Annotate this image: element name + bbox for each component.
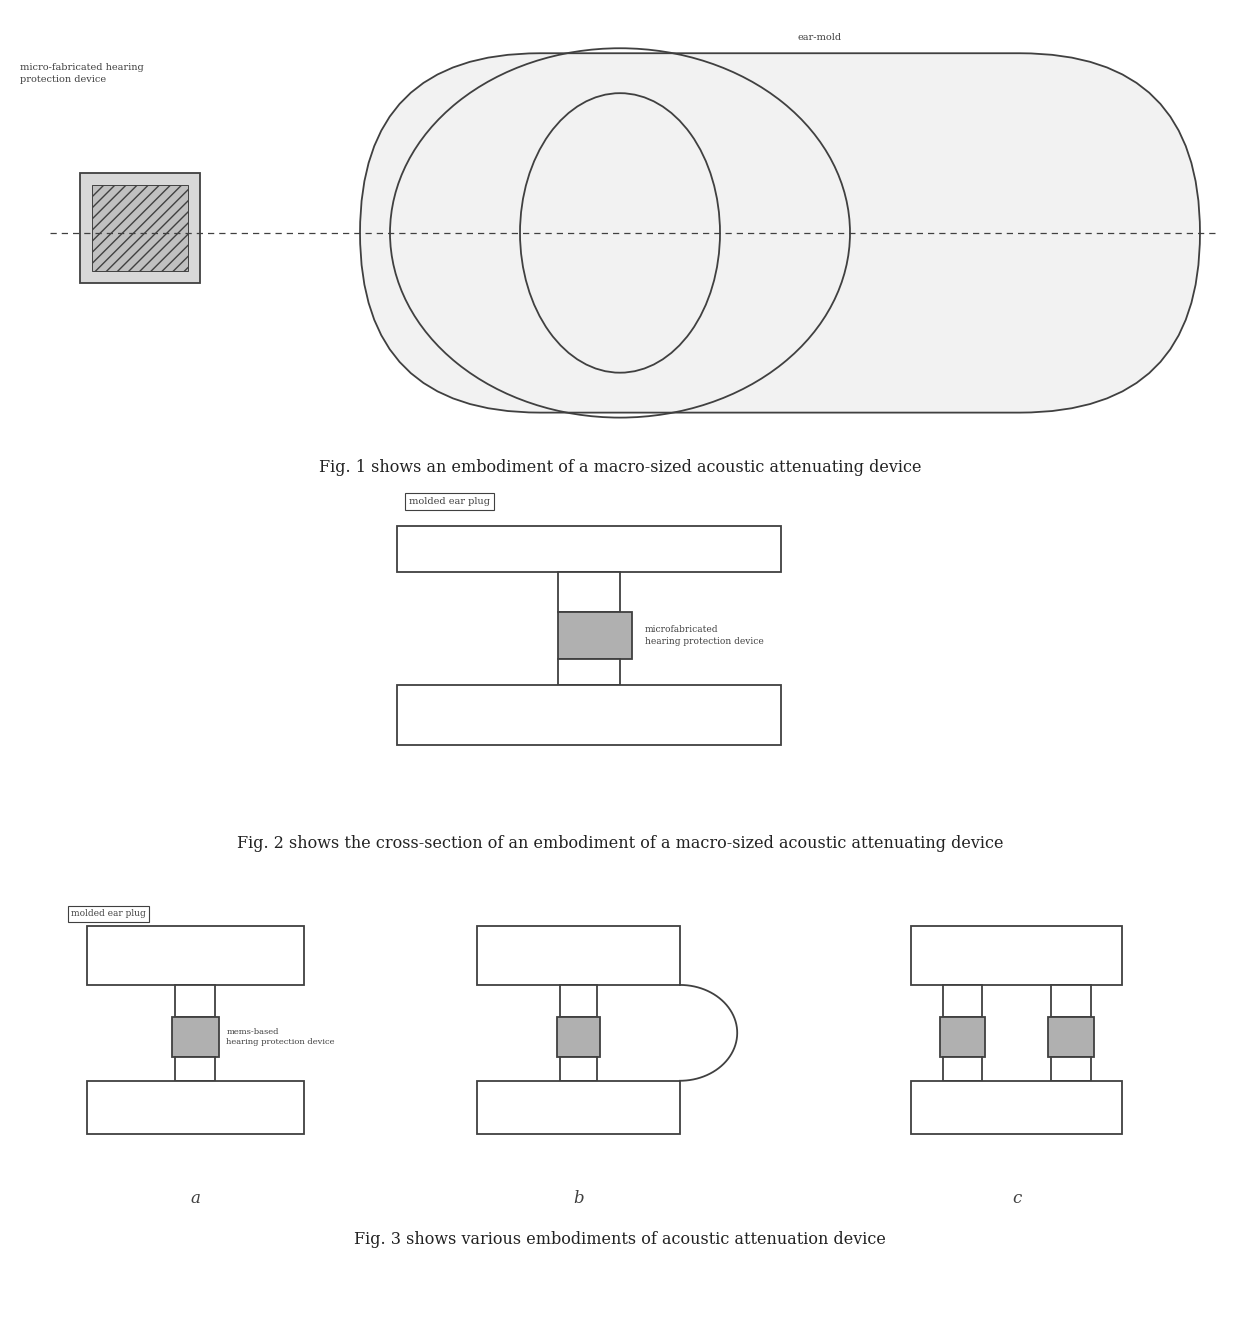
Text: a: a — [191, 1190, 200, 1207]
Bar — [81, 173, 200, 284]
Bar — [92, 185, 188, 272]
Bar — [942, 985, 982, 1017]
Bar — [477, 926, 680, 985]
Text: molded ear plug: molded ear plug — [71, 909, 146, 918]
Bar — [911, 926, 1122, 985]
Bar — [558, 572, 620, 612]
Bar — [560, 985, 598, 1017]
Text: micro-fabricated hearing
protection device: micro-fabricated hearing protection devi… — [20, 63, 144, 84]
Bar — [1049, 1017, 1094, 1057]
Text: microfabricated
hearing protection device: microfabricated hearing protection devic… — [645, 626, 764, 646]
Bar — [940, 1017, 985, 1057]
Bar — [397, 526, 781, 572]
Text: mems-based
hearing protection device: mems-based hearing protection device — [226, 1028, 335, 1046]
Bar — [558, 612, 632, 659]
Bar — [1052, 1057, 1091, 1081]
Bar — [558, 659, 620, 685]
Bar — [560, 1057, 598, 1081]
Bar — [87, 926, 304, 985]
Text: ear-mold: ear-mold — [797, 33, 842, 43]
Bar — [1052, 985, 1091, 1017]
Bar — [87, 1081, 304, 1134]
Bar — [942, 1057, 982, 1081]
Text: molded ear plug: molded ear plug — [409, 496, 490, 506]
Text: Fig. 2 shows the cross-section of an embodiment of a macro-sized acoustic attenu: Fig. 2 shows the cross-section of an emb… — [237, 835, 1003, 852]
Bar — [175, 985, 216, 1017]
FancyBboxPatch shape — [360, 53, 1200, 413]
Bar — [557, 1017, 600, 1057]
Bar — [477, 1081, 680, 1134]
Bar — [911, 1081, 1122, 1134]
Bar — [172, 1017, 218, 1057]
Text: Fig. 1 shows an embodiment of a macro-sized acoustic attenuating device: Fig. 1 shows an embodiment of a macro-si… — [319, 459, 921, 476]
Text: b: b — [573, 1190, 584, 1207]
Text: c: c — [1012, 1190, 1022, 1207]
Text: Fig. 3 shows various embodiments of acoustic attenuation device: Fig. 3 shows various embodiments of acou… — [355, 1231, 885, 1248]
Bar — [175, 1057, 216, 1081]
Ellipse shape — [520, 93, 720, 373]
Bar — [397, 685, 781, 745]
